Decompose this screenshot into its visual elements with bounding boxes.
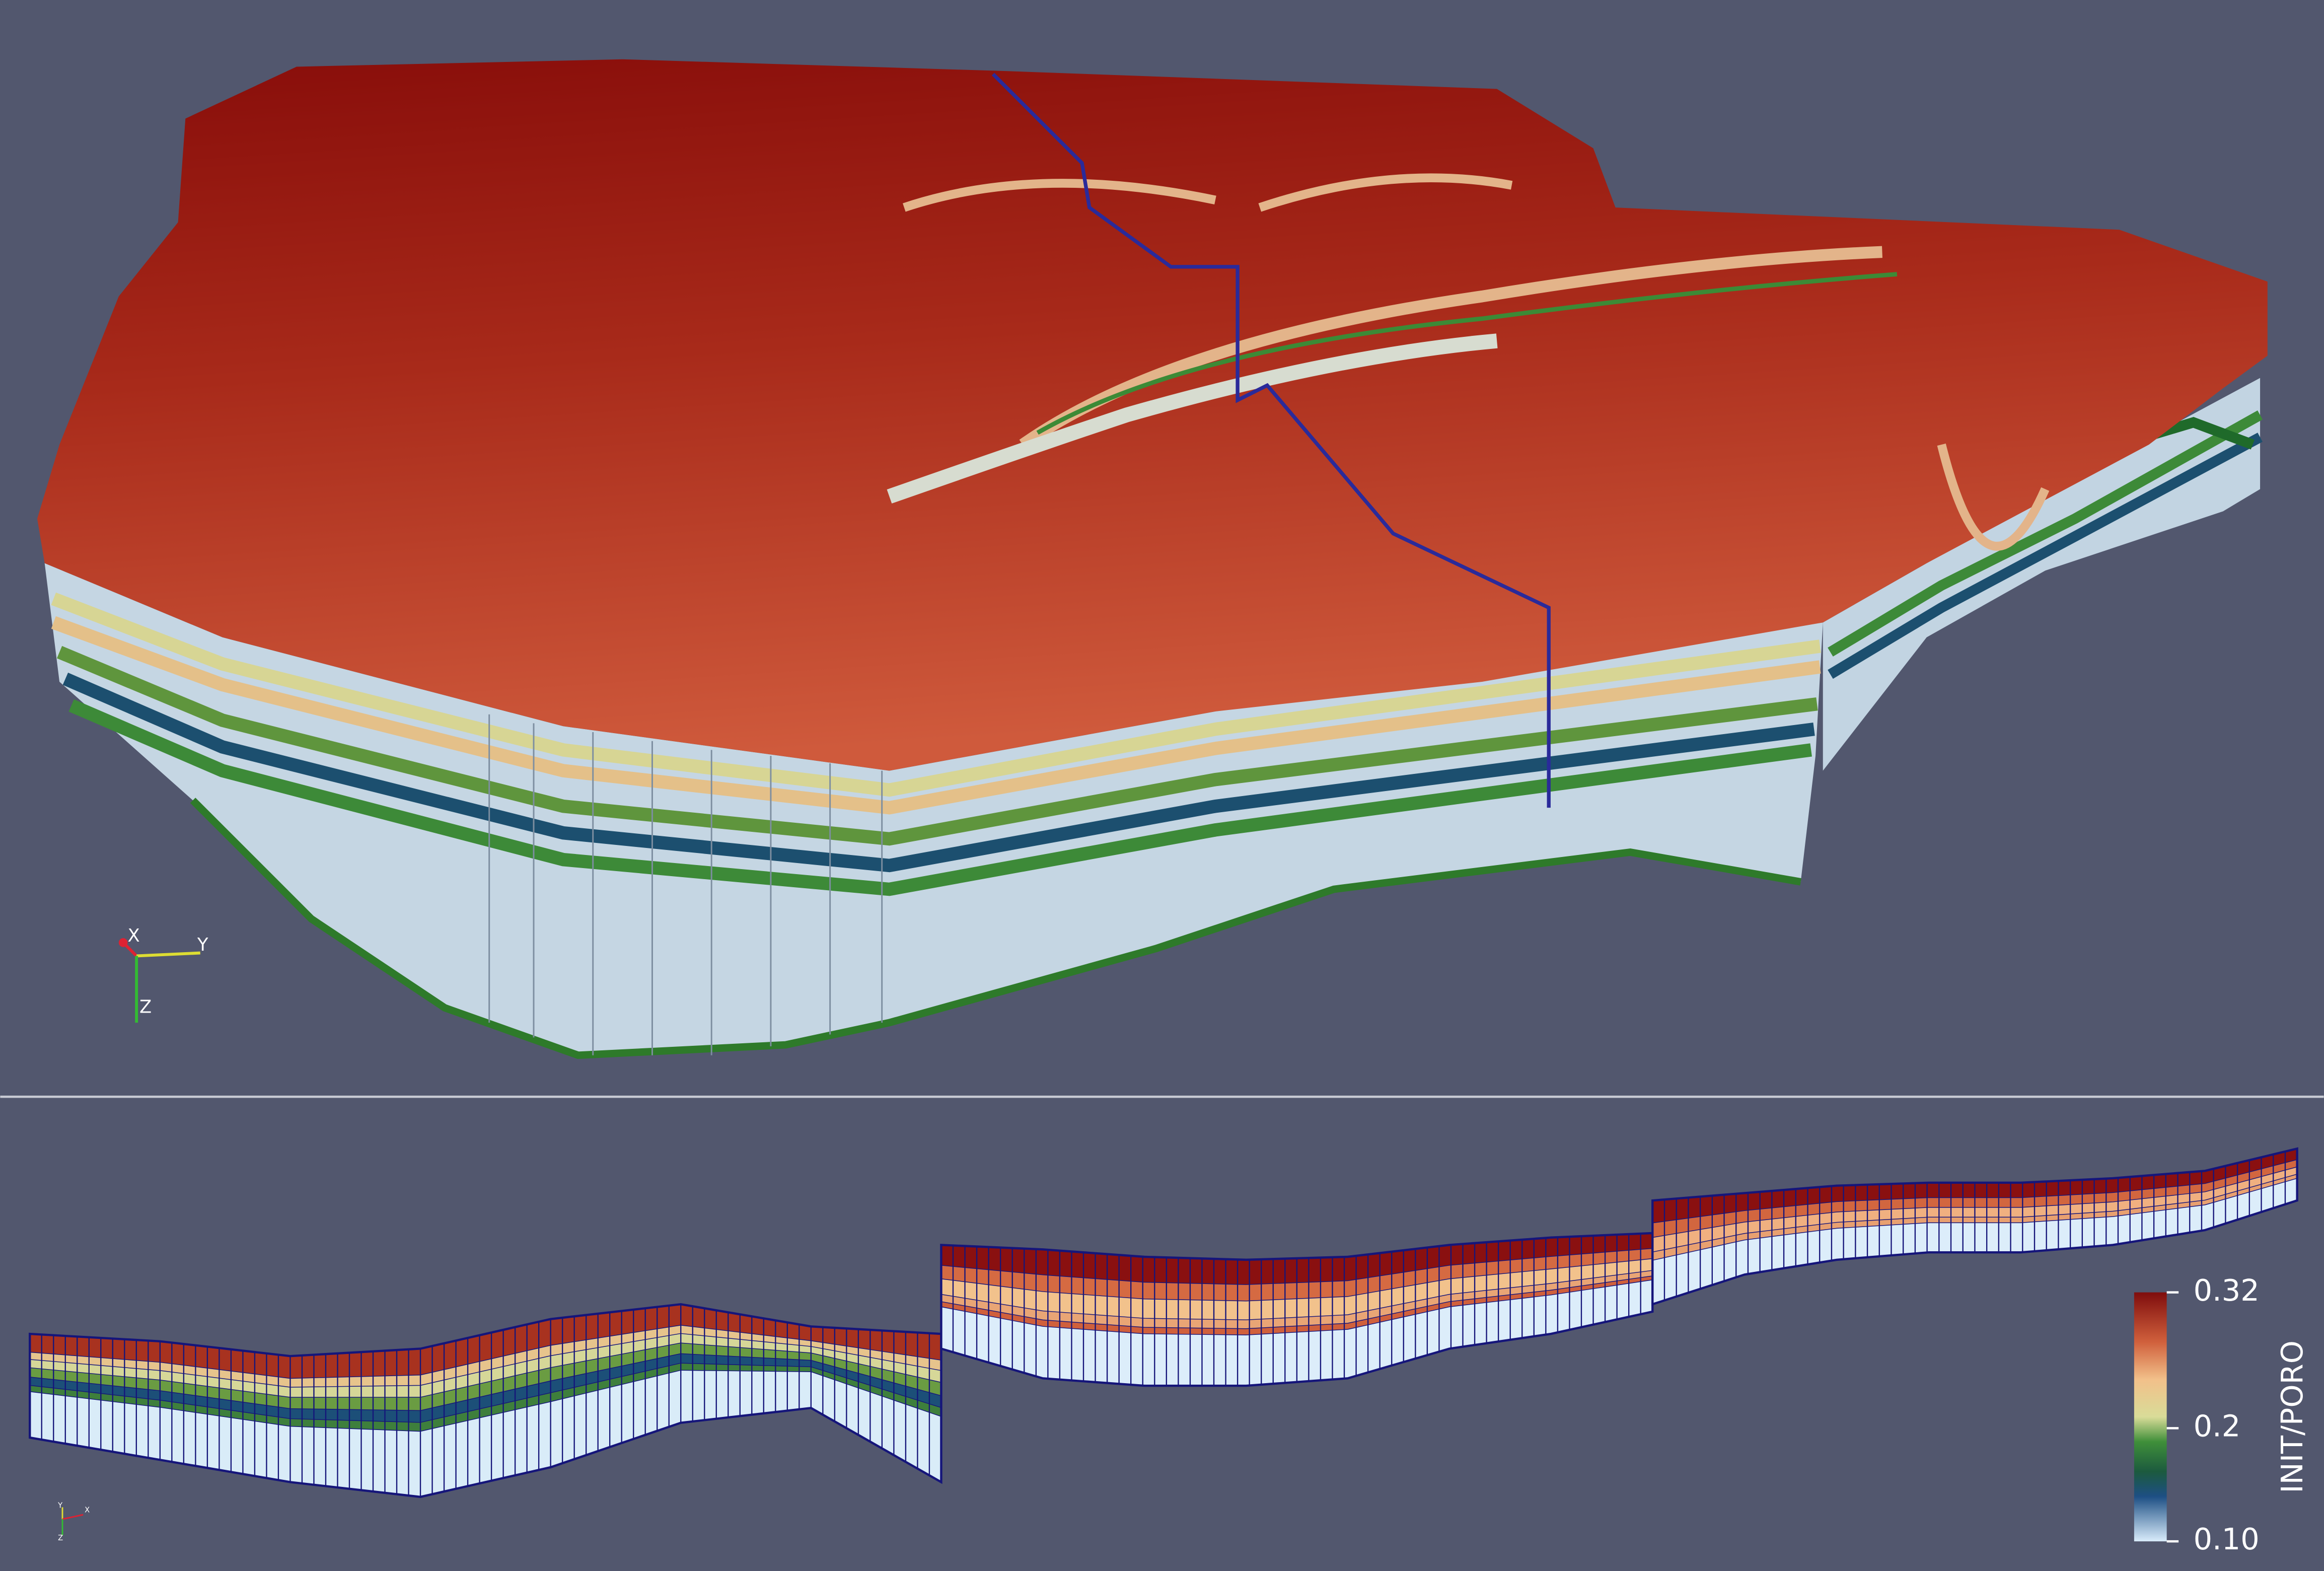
colorbar-tick-label: 0.10 [2194, 1522, 2260, 1556]
axis-label: Z [58, 1534, 63, 1542]
section-outline [940, 1232, 1654, 1387]
colorbar-tick-label: 0.32 [2194, 1273, 2260, 1308]
axis-label: X [85, 1506, 90, 1514]
colorbar-gradient [2134, 1292, 2167, 1542]
well-path [991, 73, 1551, 808]
front-strata [51, 592, 1821, 1059]
colorbar-title: INIT/PORO [2275, 1340, 2309, 1493]
section-layer [30, 1354, 941, 1423]
section-outline [29, 1303, 942, 1498]
layer-boundary [30, 1363, 941, 1424]
section-layer [30, 1304, 941, 1379]
section-outline [1651, 1147, 2298, 1306]
colorbar-tick-label: 0.2 [2194, 1408, 2241, 1443]
section-layer [30, 1343, 941, 1411]
cross-sections [29, 1147, 2298, 1498]
section-layer [30, 1363, 941, 1432]
surface-incisions [887, 173, 2050, 551]
axis-label: X [128, 925, 140, 946]
axis-label: Y [197, 935, 208, 955]
reservoir-model [37, 59, 2268, 1059]
section-layer [30, 1371, 941, 1497]
axes-triad: X Y Z [118, 925, 208, 1023]
axis-label: Y [57, 1501, 63, 1510]
axes-triad: Y X Z [57, 1501, 90, 1542]
front-cell-edges [488, 714, 883, 1055]
colorbar: INIT/PORO 0.32 0.2 0.10 [2134, 1273, 2309, 1556]
axis-label: Z [139, 997, 152, 1018]
